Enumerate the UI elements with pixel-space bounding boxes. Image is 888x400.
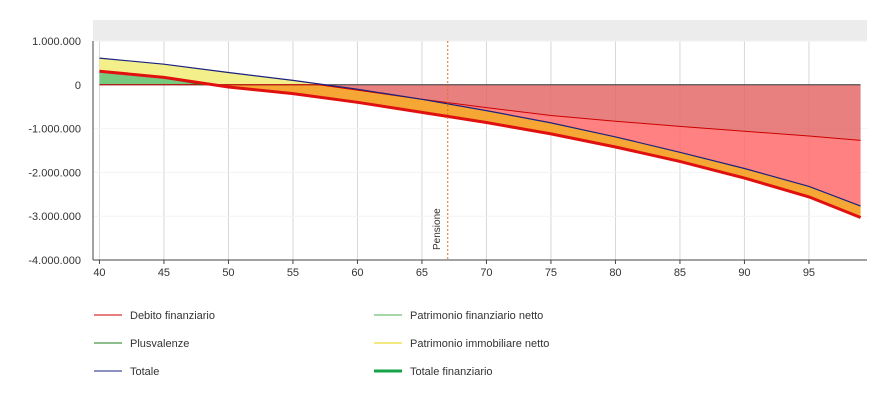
x-tick-label-5: 65	[416, 267, 428, 279]
legend-label-2: Plusvalenze	[130, 338, 189, 350]
line-layer	[99, 57, 862, 219]
y-tick-label-2: -1.000.000	[28, 124, 81, 136]
x-tick-label-4: 60	[351, 267, 363, 279]
y-tick-label-4: -3.000.000	[28, 211, 81, 223]
x-tick-label-11: 95	[803, 267, 815, 279]
x-tick-label-1: 45	[158, 267, 170, 279]
legend-label-5: Totale finanziario	[410, 366, 493, 378]
y-tick-label-1: 0	[75, 80, 81, 92]
x-tick-label-0: 40	[93, 267, 105, 279]
y-tick-label-3: -2.000.000	[28, 167, 81, 179]
x-tick-label-7: 75	[545, 267, 557, 279]
legend: Debito finanziario Patrimonio finanziario…	[94, 310, 549, 378]
line-totale	[99, 57, 861, 207]
axes	[92, 41, 867, 261]
legend-label-4: Totale	[130, 366, 159, 378]
y-tick-label-0: 1.000.000	[32, 36, 81, 48]
legend-label-1: Patrimonio finanziario netto	[410, 310, 543, 322]
annotation: Pensione	[432, 41, 449, 260]
area-plusvalenze	[99, 71, 861, 85]
tick-labels: 40 45 50 55 60 65 70 75 80 85 90 95 1.000.000 0 -1.000…	[28, 36, 815, 279]
x-tick-label-9: 85	[674, 267, 686, 279]
line-debito-finanziario	[99, 84, 861, 141]
line-totale-finanziario	[99, 69, 862, 219]
y-tick-label-5: -4.000.000	[28, 255, 81, 267]
area-patrimonio-immobiliare-positivo	[99, 58, 861, 85]
legend-label-0: Debito finanziario	[130, 310, 215, 322]
x-tick-label-2: 50	[222, 267, 234, 279]
pensione-label: Pensione	[432, 208, 443, 250]
x-tick-label-8: 80	[609, 267, 621, 279]
x-tick-label-6: 70	[480, 267, 492, 279]
toolbar-band	[93, 20, 867, 41]
x-tick-label-10: 90	[738, 267, 750, 279]
area-debito-finanziario	[99, 84, 861, 141]
x-tick-label-3: 55	[287, 267, 299, 279]
area-negativo	[99, 58, 861, 207]
area-layer	[99, 58, 861, 218]
legend-label-3: Patrimonio immobiliare netto	[410, 338, 549, 350]
